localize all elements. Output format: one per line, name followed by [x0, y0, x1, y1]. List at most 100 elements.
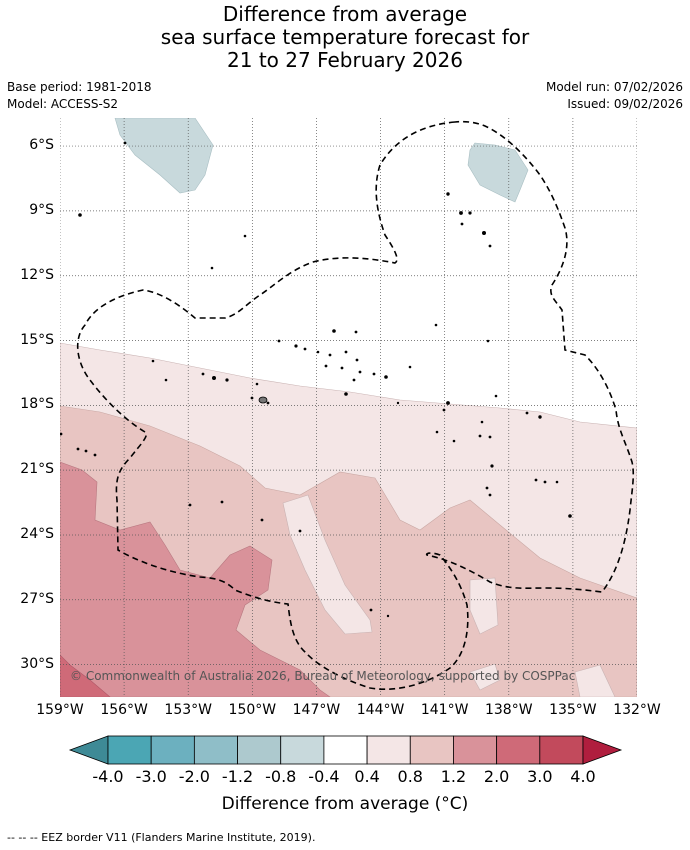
- island-dot: [386, 614, 390, 618]
- colorbar-tick-label: -4.0: [92, 767, 124, 786]
- longitude-label: 141°W: [420, 702, 469, 718]
- island-dot: [481, 230, 486, 235]
- island-dot: [543, 480, 547, 484]
- island-dot: [243, 234, 247, 238]
- island-dot: [328, 353, 332, 357]
- island-dot: [369, 608, 373, 612]
- colorbar-segment: [539, 735, 584, 765]
- island-dot: [220, 500, 224, 504]
- latitude-label: 18°S: [20, 396, 54, 413]
- island-dot: [488, 493, 492, 497]
- island-dot: [384, 375, 388, 379]
- anomaly-band-1.2-2.0: [60, 461, 331, 697]
- anomaly-zone-light-south: [469, 663, 501, 691]
- anomaly-zone-light-central: [282, 494, 373, 635]
- colorbar-extend-high: [582, 735, 623, 765]
- latitude-label: 12°S: [20, 266, 54, 283]
- colorbar-label: Difference from average (°C): [221, 794, 469, 814]
- colorbar-segment: [409, 735, 454, 765]
- island-dot: [352, 378, 356, 382]
- island-dot: [324, 364, 328, 368]
- latitude-label: 24°S: [20, 525, 54, 542]
- island-dot: [354, 330, 358, 334]
- island-dot: [468, 211, 472, 215]
- island-dot: [344, 350, 348, 354]
- island-dot: [298, 529, 302, 533]
- colorbar-tick-label: -1.2: [221, 767, 254, 786]
- longitude-label: 156°W: [100, 702, 148, 718]
- island-dot: [355, 358, 359, 362]
- latitude-label: 6°S: [29, 137, 54, 154]
- eez-footnote: -- -- -- EEZ border V11 (Flanders Marine…: [7, 831, 316, 844]
- colorbar-segment: [453, 735, 498, 765]
- island-dot: [260, 518, 264, 522]
- island-dot: [442, 408, 446, 412]
- island-dot: [372, 372, 376, 376]
- island-dot: [332, 329, 336, 333]
- colorbar-segment: [107, 735, 152, 765]
- island-dot: [60, 432, 63, 436]
- island-dot: [164, 378, 168, 382]
- island-dot: [446, 401, 450, 405]
- map-title: Difference from average sea surface temp…: [0, 3, 690, 72]
- island-dot: [488, 244, 492, 248]
- colorbar-tick-label: -0.4: [308, 767, 340, 786]
- island-dot: [255, 382, 259, 386]
- island-dot: [201, 372, 205, 376]
- island-dot: [478, 434, 482, 438]
- longitude-label: 150°W: [228, 702, 277, 718]
- colorbar-tick-label: 2.0: [483, 767, 510, 786]
- island-dot: [76, 447, 80, 451]
- island-dot: [316, 350, 320, 354]
- island-dot: [485, 486, 489, 490]
- eez-border: [76, 120, 635, 690]
- map-plot-area: [60, 118, 637, 697]
- island-dot: [534, 478, 538, 482]
- island-dot: [568, 514, 572, 518]
- island-dot: [84, 449, 88, 453]
- longitude-label: 144°W: [356, 702, 405, 718]
- gridlines: [60, 118, 637, 697]
- island-dot: [250, 396, 254, 400]
- latitude-label: 15°S: [20, 331, 54, 348]
- island-dot: [446, 192, 450, 196]
- island-dot: [358, 370, 362, 374]
- colorbar-segment: [193, 735, 238, 765]
- island-dot: [277, 339, 281, 343]
- island-dot: [452, 439, 456, 443]
- island-dot: [225, 378, 229, 382]
- anomaly-zone-light-east: [469, 577, 499, 635]
- colorbar-extend-low: [68, 735, 109, 765]
- anomaly-zone-light-southeast: [574, 664, 616, 697]
- island-dot: [460, 222, 464, 226]
- island-dot: [459, 211, 463, 215]
- island-dot: [480, 420, 484, 424]
- meta-left: Base period: 1981-2018 Model: ACCESS-S2: [7, 79, 152, 113]
- colorbar-segment: [237, 735, 282, 765]
- island-dot: [93, 453, 97, 457]
- title-line-3: 21 to 27 February 2026: [227, 48, 463, 72]
- colorbar-segment: [323, 735, 368, 765]
- island-dot: [340, 366, 344, 370]
- island-dot: [188, 503, 192, 507]
- colorbar-tick-label: 0.4: [354, 767, 380, 786]
- island-large: [258, 396, 268, 404]
- colorbar-segment: [150, 735, 195, 765]
- island-dot: [494, 394, 498, 398]
- island-dot: [408, 365, 412, 369]
- colorbar: [68, 735, 623, 765]
- colorbar-tick-label: 0.8: [397, 767, 423, 786]
- colorbar-tick-label: -2.0: [178, 767, 210, 786]
- colorbar-tick-label: 4.0: [570, 767, 596, 786]
- colorbar-tick-label: 1.2: [440, 767, 467, 786]
- islands: [60, 141, 572, 618]
- title-line-2: sea surface temperature forecast for: [160, 25, 530, 49]
- island-dot: [486, 339, 490, 343]
- cool-anomaly-east: [467, 142, 529, 203]
- island-dot: [151, 359, 155, 363]
- island-dot: [294, 344, 298, 348]
- anomaly-zone-2.0-3.0: [60, 654, 111, 697]
- issued-date: Issued: 09/02/2026: [567, 97, 683, 111]
- island-dot: [525, 411, 529, 415]
